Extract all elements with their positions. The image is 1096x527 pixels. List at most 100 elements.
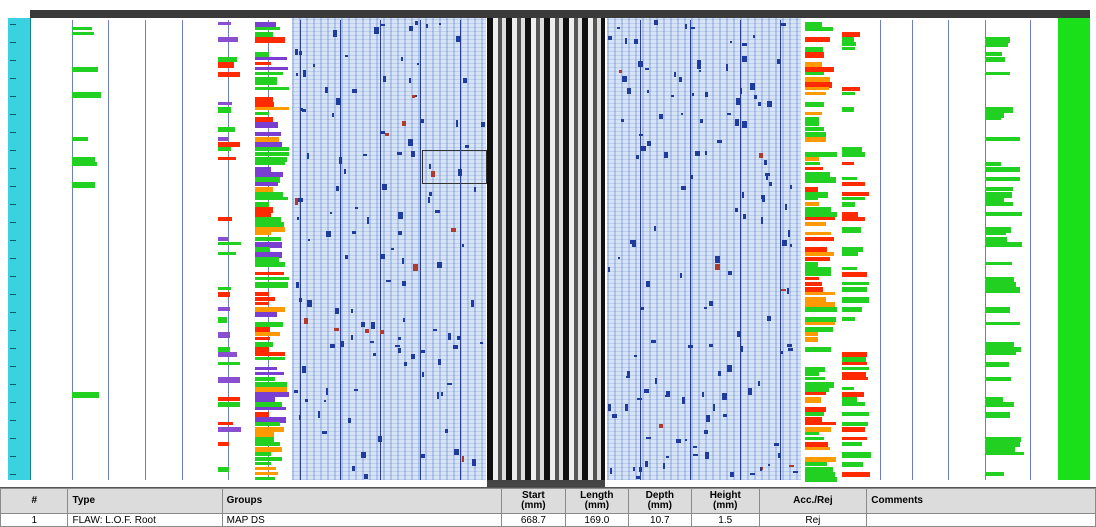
indication (255, 112, 269, 115)
column-header[interactable]: Comments (867, 489, 1096, 514)
ruler-tick (10, 78, 16, 79)
speckle (736, 98, 741, 105)
position-ruler (8, 18, 31, 480)
speckle (693, 454, 698, 456)
indication (255, 302, 269, 305)
indication (255, 337, 270, 340)
cscan-right (607, 18, 801, 480)
indication (842, 92, 855, 95)
speckle (788, 230, 790, 237)
speckle (299, 51, 302, 55)
column-header[interactable]: Start(mm) (501, 489, 565, 514)
speckle (790, 185, 792, 189)
speckle (612, 414, 617, 418)
indication (985, 167, 1020, 172)
trace-line (145, 20, 146, 480)
speckle (765, 173, 770, 176)
indication (218, 157, 236, 160)
cell: 668.7 (501, 514, 565, 527)
speckle (666, 391, 670, 396)
speckle (654, 20, 658, 25)
speckle (692, 93, 694, 96)
header-unit: (mm) (570, 501, 623, 511)
trace-line (880, 20, 881, 480)
indication (805, 52, 824, 58)
speckle (723, 414, 727, 417)
indication (255, 367, 277, 370)
ruler-tick (10, 204, 16, 205)
indication (842, 412, 869, 416)
speckle (764, 160, 767, 165)
indication (72, 67, 98, 72)
speckle (730, 472, 734, 477)
speckle (638, 61, 643, 67)
flaw-table: # TypeGroupsStart(mm)Length(mm)Depth(mm)H… (0, 488, 1096, 527)
indication (805, 282, 822, 286)
speckle (307, 300, 312, 307)
speckle (727, 113, 731, 115)
speckle (645, 68, 649, 70)
column-header[interactable]: Length(mm) (566, 489, 628, 514)
header-unit: (mm) (633, 501, 687, 511)
indication (805, 447, 830, 450)
indication (842, 217, 865, 221)
speckle (646, 281, 650, 287)
speckle (453, 345, 458, 349)
indication (255, 297, 275, 301)
indication (985, 377, 1011, 381)
speckle (462, 456, 464, 462)
column-header[interactable]: Type (68, 489, 222, 514)
speckle (341, 341, 344, 347)
speckle (697, 63, 701, 69)
speckle (671, 95, 674, 97)
indication (255, 67, 288, 70)
speckle (421, 454, 425, 458)
speckle (472, 459, 476, 466)
ruler-tick (10, 168, 16, 169)
column-header[interactable]: # (1, 489, 68, 514)
indication (805, 292, 835, 295)
speckle (664, 152, 668, 158)
indication (842, 197, 865, 200)
indication (218, 287, 231, 290)
speckle (626, 376, 630, 378)
speckle (700, 119, 703, 123)
speckle (297, 217, 299, 220)
indication (842, 177, 857, 180)
speckle (608, 267, 610, 272)
speckle (728, 271, 732, 275)
indication (255, 477, 275, 480)
speckle (634, 355, 637, 357)
trace-line (780, 20, 781, 480)
indication (985, 232, 1006, 235)
speckle (718, 371, 721, 376)
speckle (758, 102, 761, 106)
ruler-tick (10, 114, 16, 115)
ruler-tick (10, 276, 16, 277)
cscan-left (292, 18, 486, 480)
cell: 169.0 (566, 514, 628, 527)
speckle (633, 467, 635, 471)
speckle (336, 186, 339, 191)
indication (805, 337, 818, 342)
ruler-tick (10, 456, 16, 457)
indication (218, 307, 230, 311)
speckle (782, 240, 787, 246)
speckle (651, 340, 656, 343)
speckle (742, 43, 747, 46)
speckle (355, 207, 358, 209)
speckle (411, 151, 415, 157)
header-title: # (5, 496, 63, 506)
indication (805, 272, 831, 276)
indication (255, 332, 280, 336)
column-header[interactable]: Depth(mm) (628, 489, 691, 514)
indication (842, 267, 857, 270)
speckle (659, 424, 663, 428)
column-header[interactable]: Height(mm) (692, 489, 759, 514)
ruler-tick (10, 438, 16, 439)
column-header[interactable]: Groups (222, 489, 501, 514)
indication (805, 432, 819, 435)
speckle (402, 281, 406, 286)
column-header[interactable]: Acc./Rej (759, 489, 867, 514)
